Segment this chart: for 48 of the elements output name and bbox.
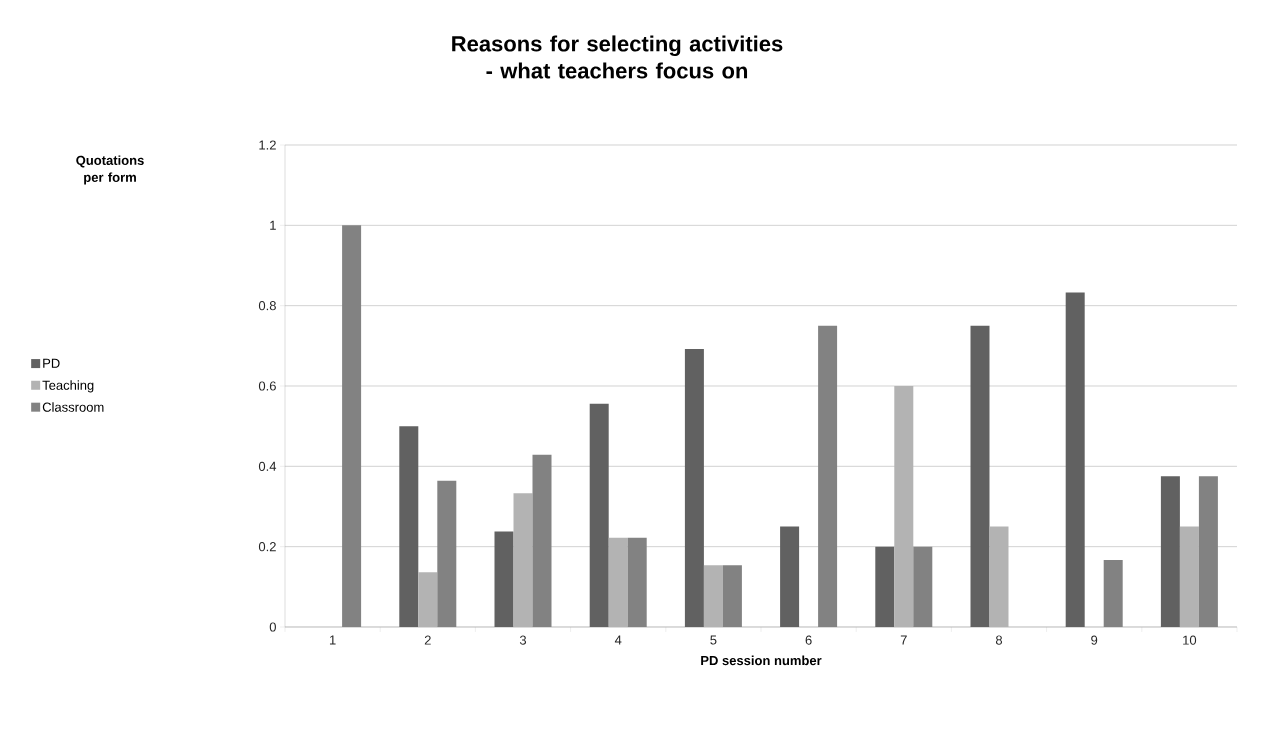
x-tick-label: 3: [519, 635, 527, 645]
x-tick-label: 1: [329, 635, 336, 645]
bar: [399, 426, 419, 627]
bar: [342, 225, 362, 627]
bar: [684, 349, 704, 627]
bar: [627, 537, 647, 627]
x-tick-label: 8: [995, 635, 1003, 645]
legend-label: PD: [43, 358, 60, 368]
bar: [970, 325, 990, 627]
bar: [1198, 476, 1218, 627]
bar: [418, 572, 438, 627]
x-tick-label: 5: [710, 635, 717, 645]
x-axis-title: PD session number: [701, 655, 822, 666]
text: Quotations per form: [76, 155, 144, 185]
bar: [513, 493, 533, 627]
bar: [1179, 526, 1199, 627]
x-tick-label: 7: [900, 635, 907, 645]
legend-label: Teaching: [42, 380, 94, 393]
x-tick-label: 9: [1091, 635, 1098, 645]
bar: [780, 526, 800, 627]
y-tick-label: 1.2: [259, 140, 276, 150]
bar: [875, 546, 895, 627]
x-tick-label: 4: [614, 635, 622, 645]
bar: [818, 325, 838, 627]
chart-title: Reasons for selecting activities - what teachers focus on: [452, 35, 783, 79]
bar: [437, 480, 457, 627]
y-tick-label: 0.6: [258, 381, 276, 391]
x-tick-label: 6: [805, 635, 812, 645]
legend-label: Classroom: [42, 402, 104, 412]
bar: [1160, 476, 1180, 627]
bar: [722, 565, 742, 627]
x-tick-label: 10: [1183, 635, 1197, 645]
bar: [989, 526, 1009, 627]
x-tick-label: 2: [424, 635, 431, 645]
bar: [589, 403, 609, 627]
y-tick-label: 1: [270, 220, 276, 230]
bar: [894, 386, 914, 627]
bar: [1103, 559, 1123, 627]
bar: [532, 454, 552, 627]
bar: [703, 565, 723, 627]
bar: [608, 537, 628, 627]
y-tick-label: 0.8: [258, 301, 276, 311]
y-tick-label: 0.4: [258, 461, 277, 471]
y-tick-label: 0: [269, 622, 276, 632]
bar: [913, 546, 933, 627]
y-tick-label: 0.2: [258, 542, 276, 552]
bar: [494, 531, 514, 627]
bar: [1065, 292, 1085, 627]
